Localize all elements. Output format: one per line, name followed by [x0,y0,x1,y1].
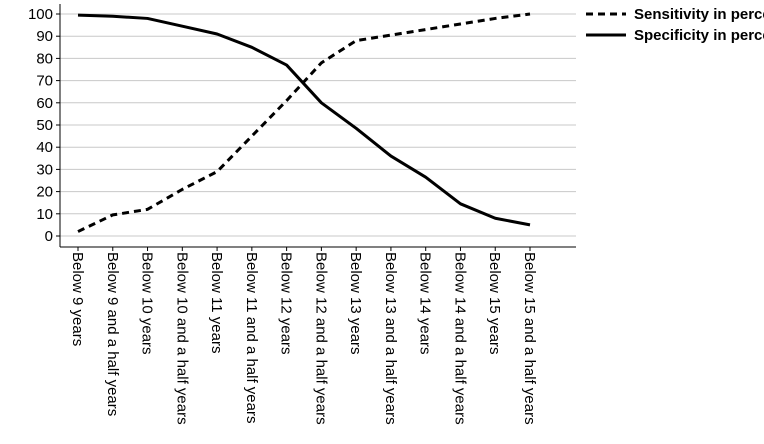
y-tick-label: 10 [36,206,53,223]
y-tick-label: 50 [36,117,53,134]
y-tick-label: 0 [45,228,53,245]
x-tick-label: Below 13 and a half years [382,252,399,425]
x-tick-label: Below 12 and a half years [312,252,329,425]
x-tick-label: Below 14 and a half years [451,252,468,425]
x-tick-label: Below 13 years [347,252,364,355]
legend-label: Specificity in percent [634,27,764,44]
x-tick-label: Below 10 and a half years [173,252,190,425]
legend-label: Sensitivity in percent [634,6,764,23]
y-tick-label: 60 [36,95,53,112]
x-tick-labels: Below 9 years Below 9 and a half years Bel… [69,247,538,425]
y-tick-label: 30 [36,161,53,178]
x-tick-label: Below 9 and a half years [104,252,121,416]
x-tick-label: Below 11 and a half years [243,252,260,424]
y-tick-label: 70 [36,73,53,90]
x-tick-label: Below 12 years [278,252,295,355]
y-tick-label: 90 [36,28,53,45]
x-tick-label: Below 9 years [69,252,86,346]
y-tick-label: 80 [36,50,53,67]
x-tick-label: Below 10 years [139,252,156,355]
y-tick-label: 100 [28,6,53,23]
series-lines [77,12,531,233]
series-line-sensitivity [77,12,531,233]
x-tick-label: Below 15 and a half years [521,252,538,425]
grid-lines [60,13,576,237]
y-tick-label: 40 [36,139,53,156]
x-tick-label: Below 14 years [417,252,434,355]
legend: Sensitivity in percent Specificity in per… [586,6,764,44]
y-tick-label: 20 [36,184,53,201]
y-tick-labels: 0 10 20 30 40 50 60 70 80 90 100 [28,6,60,245]
x-tick-label: Below 15 years [486,252,503,355]
series-line-specificity [77,13,531,227]
x-tick-label: Below 11 years [208,252,225,353]
